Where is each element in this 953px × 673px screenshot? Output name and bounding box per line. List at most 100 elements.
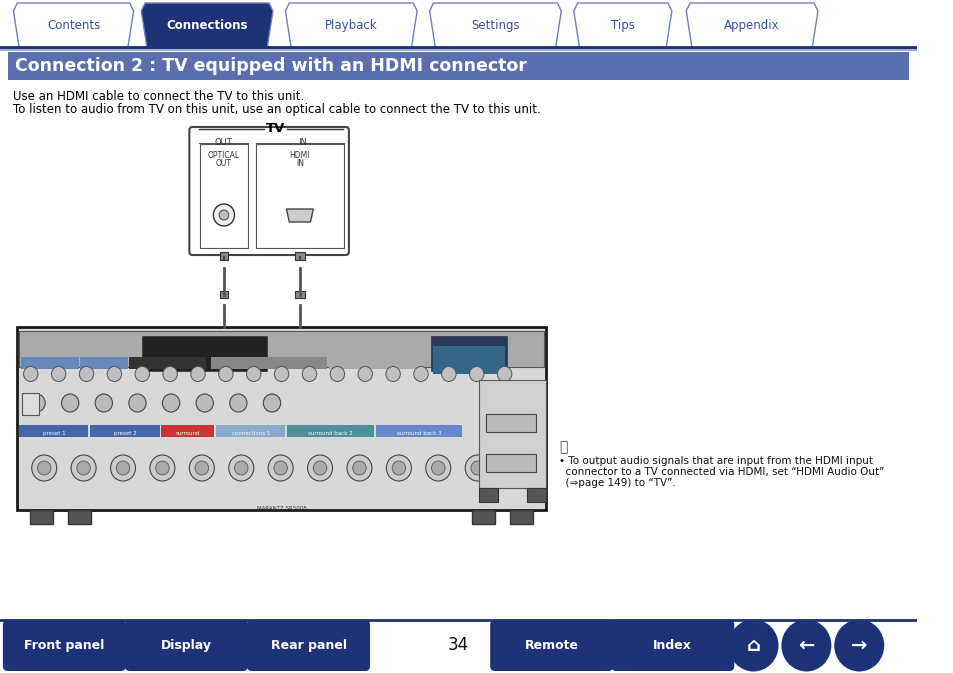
Circle shape bbox=[313, 461, 327, 475]
FancyBboxPatch shape bbox=[142, 336, 267, 371]
FancyBboxPatch shape bbox=[216, 425, 285, 437]
FancyBboxPatch shape bbox=[478, 380, 545, 488]
Circle shape bbox=[431, 461, 444, 475]
FancyBboxPatch shape bbox=[91, 425, 159, 437]
Circle shape bbox=[386, 455, 411, 481]
Text: 34: 34 bbox=[447, 637, 469, 655]
Circle shape bbox=[386, 367, 400, 382]
Circle shape bbox=[195, 461, 209, 475]
Circle shape bbox=[107, 367, 121, 382]
Circle shape bbox=[71, 455, 96, 481]
FancyBboxPatch shape bbox=[3, 620, 126, 671]
Polygon shape bbox=[573, 3, 671, 48]
Circle shape bbox=[781, 620, 830, 672]
Circle shape bbox=[465, 455, 490, 481]
Text: surround back 2: surround back 2 bbox=[308, 431, 353, 436]
Circle shape bbox=[189, 455, 214, 481]
Text: IN: IN bbox=[295, 159, 304, 168]
Text: HDMI: HDMI bbox=[290, 151, 310, 160]
FancyBboxPatch shape bbox=[375, 425, 462, 437]
Text: Appendix: Appendix bbox=[723, 19, 780, 32]
Text: • To output audio signals that are input from the HDMI input: • To output audio signals that are input… bbox=[558, 456, 872, 466]
Text: Rear panel: Rear panel bbox=[271, 639, 346, 652]
Circle shape bbox=[357, 367, 372, 382]
Text: Index: Index bbox=[653, 639, 692, 652]
Circle shape bbox=[116, 461, 130, 475]
Circle shape bbox=[129, 394, 146, 412]
Text: OUT: OUT bbox=[215, 159, 232, 168]
Polygon shape bbox=[286, 209, 313, 222]
Circle shape bbox=[229, 455, 253, 481]
Circle shape bbox=[246, 367, 261, 382]
Text: Tips: Tips bbox=[610, 19, 634, 32]
FancyBboxPatch shape bbox=[22, 393, 39, 415]
Circle shape bbox=[162, 394, 179, 412]
Circle shape bbox=[392, 461, 405, 475]
Text: Connections: Connections bbox=[166, 19, 248, 32]
Circle shape bbox=[347, 455, 372, 481]
Text: ←: ← bbox=[798, 636, 814, 655]
Text: Settings: Settings bbox=[471, 19, 519, 32]
FancyBboxPatch shape bbox=[329, 357, 424, 369]
FancyBboxPatch shape bbox=[433, 346, 504, 374]
Circle shape bbox=[274, 461, 287, 475]
FancyBboxPatch shape bbox=[19, 331, 543, 367]
Circle shape bbox=[61, 394, 79, 412]
FancyBboxPatch shape bbox=[212, 357, 327, 369]
Text: preset 1: preset 1 bbox=[43, 431, 65, 436]
Polygon shape bbox=[685, 3, 817, 48]
Text: Front panel: Front panel bbox=[24, 639, 105, 652]
Circle shape bbox=[425, 455, 451, 481]
Circle shape bbox=[353, 461, 366, 475]
Polygon shape bbox=[285, 3, 416, 48]
Circle shape bbox=[37, 461, 51, 475]
FancyBboxPatch shape bbox=[490, 620, 613, 671]
Text: connector to a TV connected via HDMI, set “HDMI Audio Out”: connector to a TV connected via HDMI, se… bbox=[558, 467, 883, 477]
FancyBboxPatch shape bbox=[478, 488, 497, 502]
Polygon shape bbox=[141, 3, 273, 48]
Circle shape bbox=[441, 367, 456, 382]
Text: OUT: OUT bbox=[213, 138, 232, 147]
Circle shape bbox=[471, 461, 484, 475]
FancyBboxPatch shape bbox=[161, 425, 214, 437]
Circle shape bbox=[728, 620, 778, 672]
FancyBboxPatch shape bbox=[21, 357, 79, 369]
Text: Playback: Playback bbox=[325, 19, 377, 32]
FancyBboxPatch shape bbox=[287, 425, 374, 437]
FancyBboxPatch shape bbox=[8, 52, 908, 80]
Circle shape bbox=[213, 204, 234, 226]
FancyBboxPatch shape bbox=[294, 291, 304, 298]
Text: surround: surround bbox=[175, 431, 200, 436]
Text: IN: IN bbox=[298, 138, 307, 147]
Text: 🖊: 🖊 bbox=[558, 440, 567, 454]
Circle shape bbox=[31, 455, 56, 481]
Text: (⇒page 149) to “TV”.: (⇒page 149) to “TV”. bbox=[558, 478, 676, 488]
Text: Display: Display bbox=[161, 639, 212, 652]
Circle shape bbox=[302, 367, 316, 382]
Text: connections 1: connections 1 bbox=[232, 431, 270, 436]
FancyBboxPatch shape bbox=[80, 357, 128, 369]
Polygon shape bbox=[13, 3, 133, 48]
Text: OPTICAL: OPTICAL bbox=[208, 151, 240, 160]
FancyBboxPatch shape bbox=[294, 252, 304, 260]
Circle shape bbox=[330, 367, 344, 382]
Text: ⌂: ⌂ bbox=[746, 636, 760, 655]
FancyBboxPatch shape bbox=[125, 620, 248, 671]
FancyBboxPatch shape bbox=[526, 488, 545, 502]
FancyBboxPatch shape bbox=[247, 620, 370, 671]
FancyBboxPatch shape bbox=[17, 327, 545, 510]
Circle shape bbox=[95, 394, 112, 412]
Circle shape bbox=[135, 367, 150, 382]
Circle shape bbox=[414, 367, 428, 382]
FancyBboxPatch shape bbox=[69, 510, 91, 524]
Text: preset 2: preset 2 bbox=[113, 431, 136, 436]
FancyBboxPatch shape bbox=[486, 454, 536, 472]
Text: Contents: Contents bbox=[47, 19, 100, 32]
Circle shape bbox=[150, 455, 174, 481]
Text: MARANTZ SR5008: MARANTZ SR5008 bbox=[256, 506, 306, 511]
Text: surround back 3: surround back 3 bbox=[396, 431, 441, 436]
Circle shape bbox=[111, 455, 135, 481]
Circle shape bbox=[218, 367, 233, 382]
FancyBboxPatch shape bbox=[255, 144, 344, 248]
FancyBboxPatch shape bbox=[220, 252, 228, 260]
